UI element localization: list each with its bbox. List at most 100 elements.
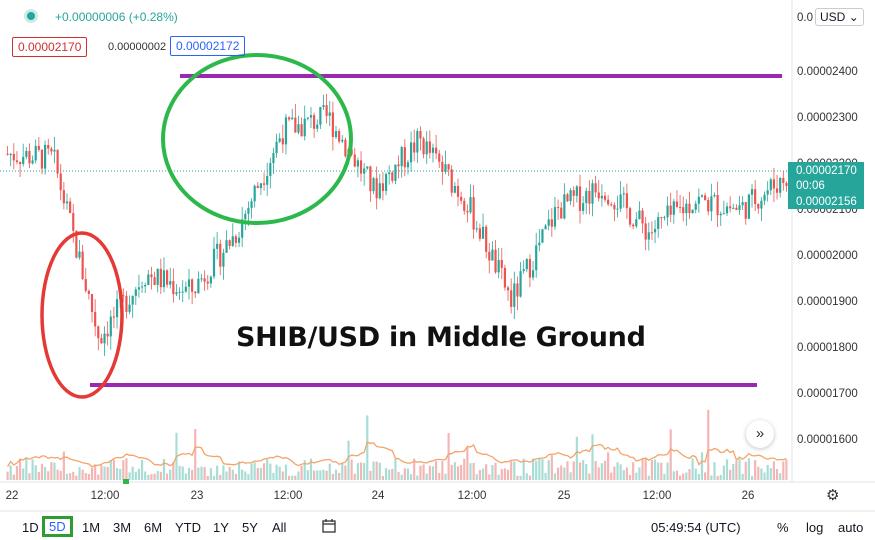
volume-bar (513, 461, 516, 480)
candle-body (632, 224, 635, 227)
range-3m[interactable]: 3M (113, 520, 132, 535)
log-toggle[interactable]: log (806, 520, 824, 535)
volume-bar (15, 465, 19, 480)
candle-body (112, 316, 116, 318)
volume-bar (50, 462, 53, 480)
volume-bar (406, 468, 410, 480)
candle-body (378, 183, 381, 199)
volume-bar (281, 471, 284, 480)
range-6m[interactable]: 6M (144, 520, 163, 535)
volume-bar (560, 465, 563, 480)
candle-body (34, 146, 37, 161)
volume-bar (140, 459, 144, 480)
volume-bar (744, 461, 747, 480)
range-all[interactable]: All (272, 520, 287, 535)
volume-bar (231, 469, 234, 480)
volume-bar (547, 460, 550, 480)
percent-toggle[interactable]: % (777, 520, 789, 535)
calendar-range-icon[interactable] (322, 519, 336, 533)
volume-bar (475, 474, 478, 480)
candle-body (550, 219, 553, 227)
price-tick-top: 0.0 (797, 12, 813, 24)
volume-bar (97, 474, 100, 480)
candle-body (607, 199, 610, 205)
ask-price[interactable]: 0.00002172 (170, 36, 246, 56)
candle-body (694, 203, 697, 210)
volume-bar (12, 474, 15, 480)
volume-bar (169, 469, 172, 480)
candle-body (109, 316, 112, 337)
bid-price[interactable]: 0.00002170 (12, 37, 88, 57)
volume-bar (56, 469, 59, 480)
volume-bar (125, 458, 128, 480)
candle-body (516, 283, 519, 297)
price-tick: 0.00002400 (797, 66, 858, 78)
candle-body (53, 149, 56, 152)
volume-bar (757, 466, 760, 480)
candle-body (544, 225, 547, 230)
volume-bar (100, 465, 103, 480)
currency-select[interactable]: USD ⌄ (815, 8, 864, 26)
volume-bar (353, 473, 356, 480)
candle-body (6, 153, 9, 155)
volume-bar (94, 464, 97, 480)
price-tick: 0.00002000 (797, 250, 858, 262)
volume-bar (594, 461, 597, 480)
volume-bar (403, 468, 406, 480)
candle-body (528, 259, 532, 278)
volume-bar (697, 473, 700, 480)
candle-body (269, 163, 272, 177)
scroll-to-realtime-button[interactable]: » (746, 420, 774, 448)
volume-bar (472, 462, 475, 480)
price-tick: 0.00001700 (797, 388, 858, 400)
volume-bar (785, 459, 788, 480)
auto-toggle[interactable]: auto (838, 520, 864, 535)
candle-body (635, 219, 638, 227)
candle-body (309, 115, 313, 118)
volume-bar (303, 460, 306, 480)
volume-bar (675, 470, 679, 480)
bottom-toolbar: 1D 5D 1M 3M 6M YTD 1Y 5Y All 05:49:54 (U… (0, 512, 875, 540)
range-1d[interactable]: 1D (22, 520, 39, 535)
volume-bar (22, 468, 25, 480)
range-ytd[interactable]: YTD (175, 520, 201, 535)
candle-body (435, 147, 438, 154)
candle-body (94, 312, 97, 327)
candle-body (672, 201, 675, 215)
volume-bar (760, 468, 763, 480)
candle-body (547, 219, 550, 226)
volume-bar (597, 467, 600, 480)
volume-bar (413, 458, 416, 480)
candle-body (209, 276, 212, 284)
volume-bar (350, 459, 353, 480)
candle-body (397, 164, 400, 167)
candle-body (250, 201, 253, 208)
candle-body (69, 201, 72, 214)
candle-body (513, 283, 516, 307)
candle-body (572, 190, 575, 196)
gear-icon[interactable]: ⚙ (826, 487, 840, 504)
candle-body (241, 219, 244, 238)
candle-body (266, 176, 269, 185)
candle-body (766, 190, 769, 195)
volume-bar (87, 474, 90, 480)
volume-bar (716, 475, 719, 480)
candle-body (578, 186, 582, 211)
volume-bar (447, 432, 450, 480)
range-5d[interactable]: 5D (42, 516, 73, 537)
candle-body (22, 156, 25, 164)
volume-bar (422, 464, 425, 480)
volume-bar (409, 474, 413, 480)
candle-body (197, 278, 200, 294)
candle-body (647, 232, 650, 240)
volume-bar (525, 473, 528, 480)
candle-body (338, 131, 341, 142)
utc-clock[interactable]: 05:49:54 (UTC) (651, 520, 741, 535)
candle-body (153, 277, 156, 285)
range-5y[interactable]: 5Y (242, 520, 258, 535)
volume-bar (669, 429, 672, 480)
candle-body (216, 243, 219, 249)
range-1y[interactable]: 1Y (213, 520, 229, 535)
range-1m[interactable]: 1M (82, 520, 101, 535)
